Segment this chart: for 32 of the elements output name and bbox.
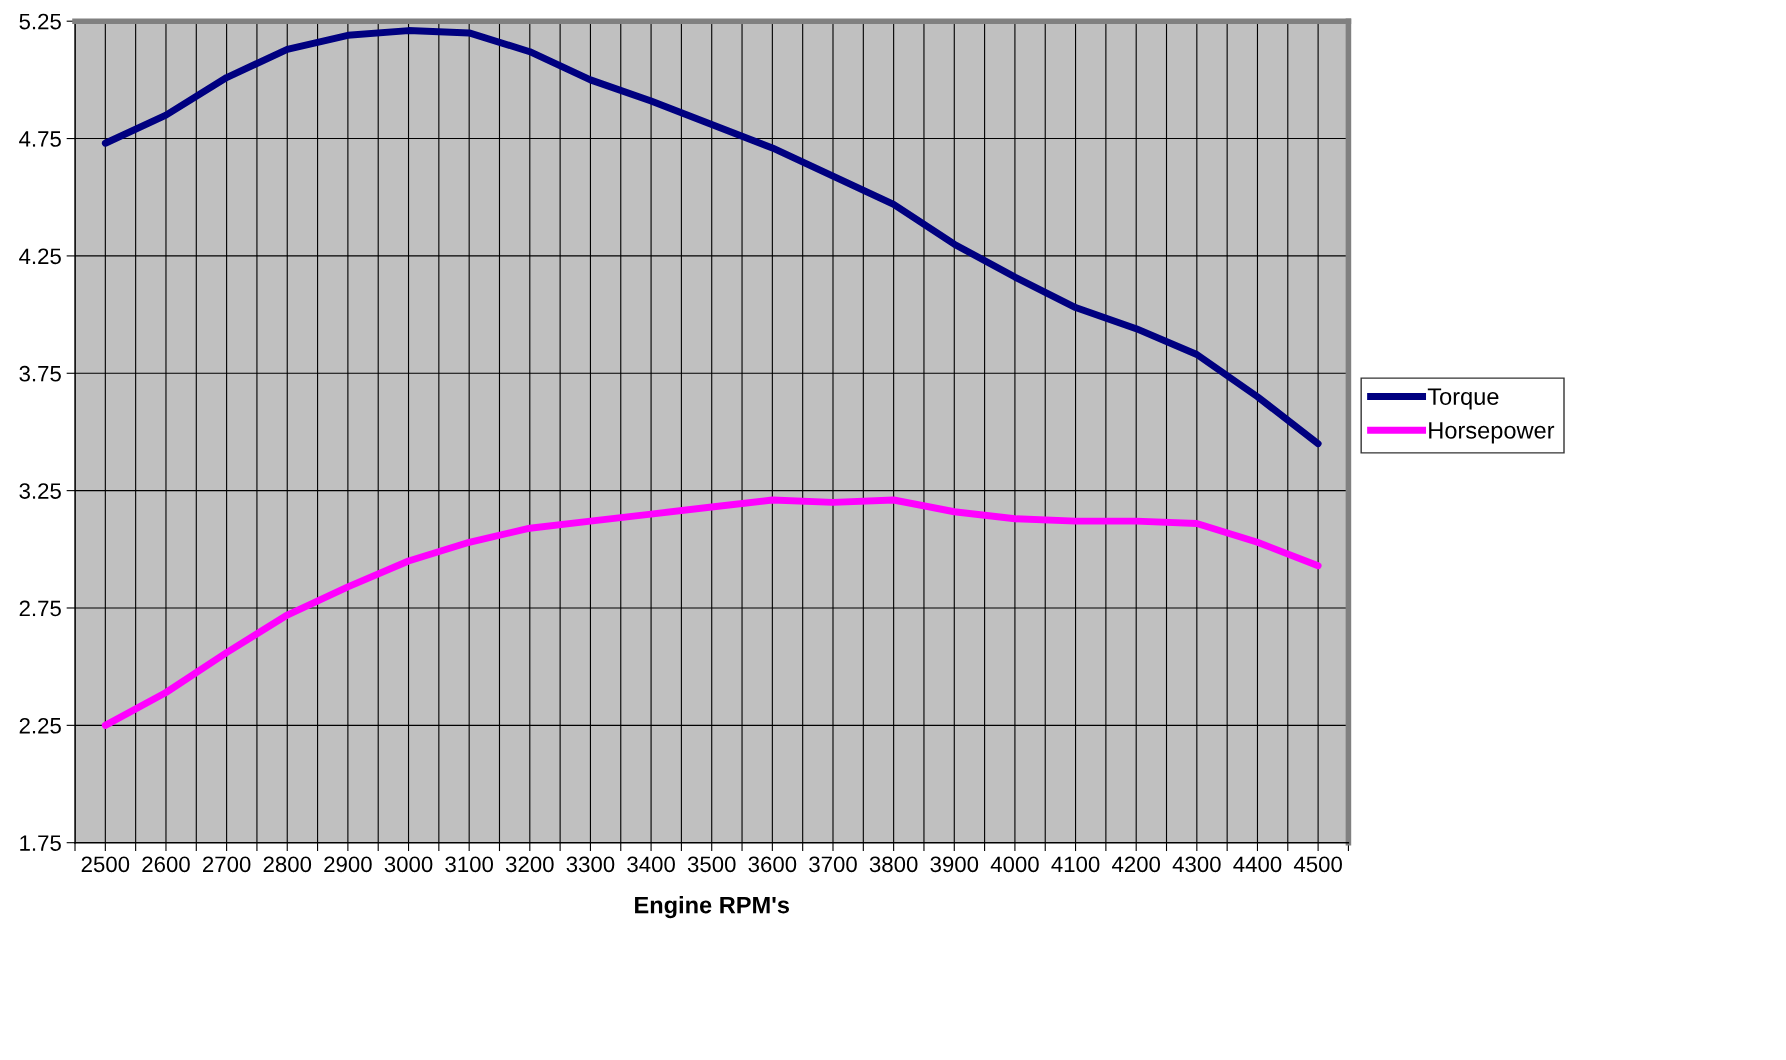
x-tick-label: 3900 <box>930 856 979 873</box>
y-tick-label: 2.75 <box>19 600 61 617</box>
x-tick-label: 3300 <box>566 856 615 873</box>
x-tick-label: 3600 <box>748 856 797 873</box>
x-tick-label: 3200 <box>505 856 554 873</box>
y-tick-label: 5.25 <box>19 13 61 30</box>
y-tick-label: 4.75 <box>19 131 61 147</box>
y-tick-label: 1.75 <box>20 835 61 851</box>
x-tick-label: 2900 <box>324 856 372 873</box>
x-tick-label: 3000 <box>384 856 433 873</box>
legend-label: Horsepower <box>1429 422 1555 444</box>
y-tick-label: 4.25 <box>19 248 61 265</box>
x-tick-label: 3700 <box>809 856 857 873</box>
x-tick-label: 4300 <box>1172 856 1221 873</box>
x-tick-label: 2500 <box>81 856 130 873</box>
x-tick-label: 4100 <box>1051 856 1100 873</box>
x-tick-label: 2800 <box>263 856 312 873</box>
x-tick-label: 3100 <box>445 856 494 873</box>
x-tick-label: 2600 <box>142 856 190 873</box>
x-tick-label: 4000 <box>990 856 1039 873</box>
legend-label: Torque <box>1427 388 1499 410</box>
y-tick-label: 3.75 <box>19 365 61 382</box>
x-tick-label: 4500 <box>1293 856 1342 873</box>
x-tick-label: 4200 <box>1111 856 1161 873</box>
x-axis-title: Engine RPM's <box>635 896 789 919</box>
y-tick-label: 2.25 <box>19 717 61 734</box>
x-tick-label: 3400 <box>627 856 675 873</box>
x-tick-label: 2700 <box>203 856 251 873</box>
x-tick-label: 3800 <box>869 856 918 873</box>
x-tick-label: 4400 <box>1233 856 1282 873</box>
y-tick-label: 3.25 <box>19 483 61 499</box>
x-tick-label: 3500 <box>687 856 736 873</box>
